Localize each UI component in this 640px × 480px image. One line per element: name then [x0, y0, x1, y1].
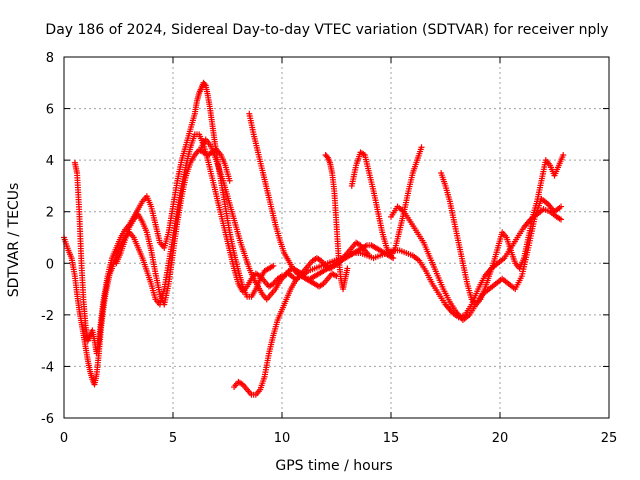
- series-arc-b: [71, 79, 277, 357]
- series-arc-i: [438, 151, 567, 308]
- data-point: [270, 262, 277, 269]
- data-points: [61, 79, 567, 398]
- x-tick-label: 5: [169, 431, 177, 446]
- plot-frame: [63, 56, 610, 419]
- chart-title: Day 186 of 2024, Sidereal Day-to-day VTE…: [45, 22, 608, 38]
- x-axis-ticks: 0 5 10 15 20 25: [60, 57, 617, 446]
- data-point: [558, 216, 565, 223]
- data-point: [201, 81, 208, 88]
- data-point: [226, 177, 233, 184]
- x-axis-label: GPS time / hours: [275, 458, 392, 474]
- y-tick-label: -6: [41, 412, 54, 427]
- grid: [64, 57, 609, 418]
- data-point: [560, 151, 567, 158]
- y-tick-label: 0: [46, 257, 54, 272]
- series-arc-f: [322, 151, 351, 293]
- series-arc-j: [113, 146, 233, 308]
- y-tick-label: 8: [46, 51, 54, 66]
- x-tick-label: 10: [274, 431, 291, 446]
- data-point: [323, 153, 330, 160]
- series-arc-c: [198, 136, 340, 303]
- series-arc-g: [348, 144, 425, 259]
- x-tick-label: 0: [60, 431, 68, 446]
- x-tick-label: 20: [492, 431, 509, 446]
- y-tick-label: -2: [41, 309, 54, 324]
- data-point: [344, 265, 351, 272]
- data-point: [558, 203, 565, 210]
- x-tick-label: 25: [601, 431, 618, 446]
- y-axis-ticks: -6 -4 -2 0 2 4 6 8: [41, 51, 609, 427]
- data-point: [366, 252, 373, 259]
- y-tick-label: 2: [46, 206, 54, 221]
- y-tick-label: 4: [46, 154, 54, 169]
- x-tick-label: 15: [383, 431, 400, 446]
- data-point: [418, 144, 425, 151]
- y-tick-label: -4: [41, 360, 54, 375]
- y-tick-label: 6: [46, 103, 54, 118]
- y-axis-label: SDTVAR / TECUs: [6, 183, 22, 298]
